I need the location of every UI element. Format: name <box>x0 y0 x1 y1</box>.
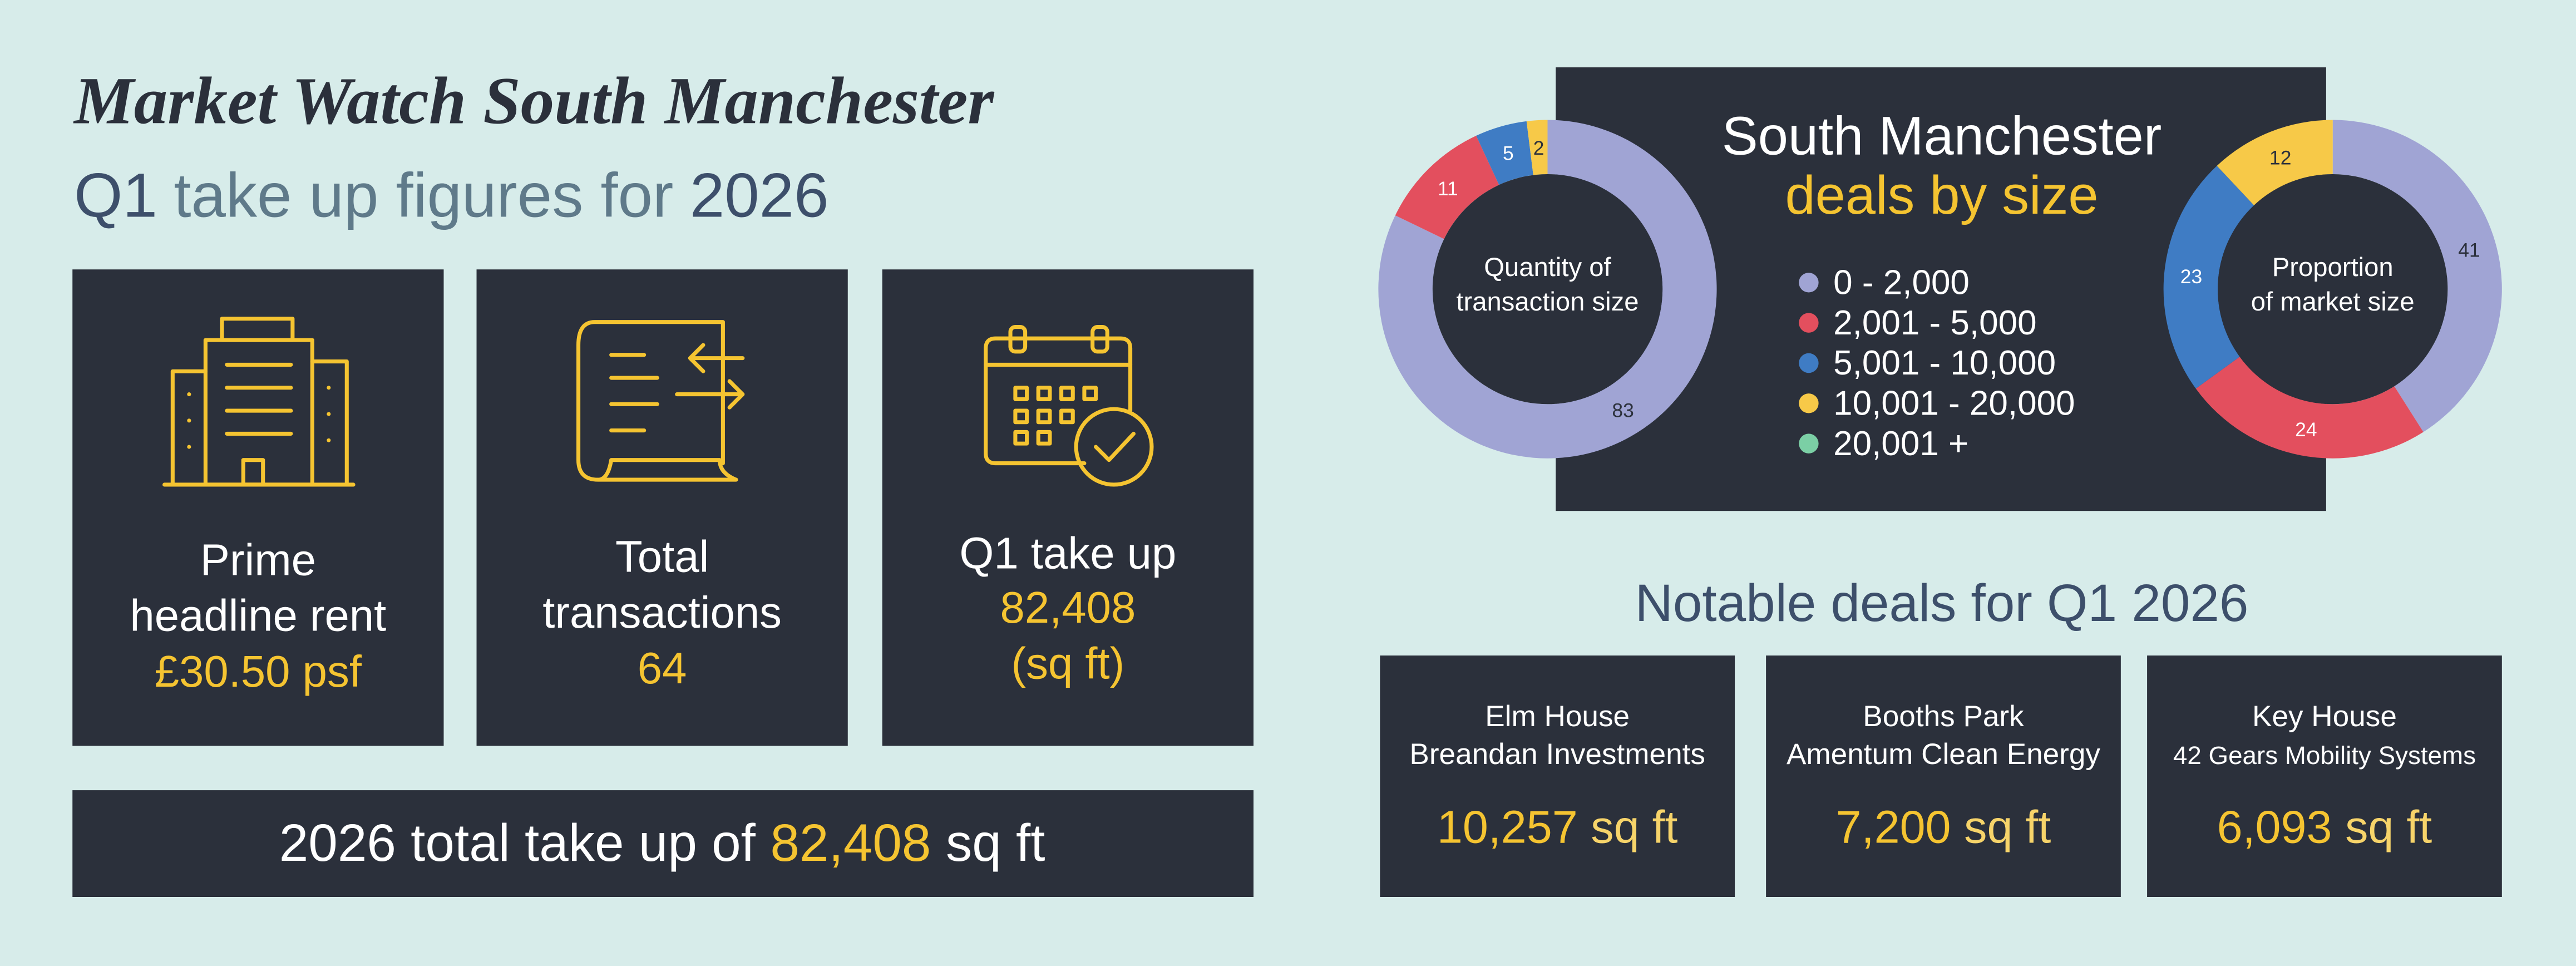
legend-label: 0 - 2,000 <box>1833 263 1970 302</box>
data-label: 2 <box>1533 137 1544 159</box>
page-subtitle: Q1 take up figures for 2026 <box>74 160 828 230</box>
donut-segment <box>2163 165 2254 389</box>
donut-segment <box>1476 121 1533 185</box>
stat-label: headline rent <box>130 591 386 640</box>
donut-hole <box>1432 174 1663 405</box>
legend-swatch <box>1799 393 1819 413</box>
chart-title: South Manchester <box>1722 106 2162 166</box>
deal-company: 42 Gears Mobility Systems <box>2173 741 2476 770</box>
data-label: 83 <box>1612 399 1634 421</box>
total-bar <box>72 790 1254 897</box>
stat-value: 64 <box>638 643 687 693</box>
donut-segment <box>1378 120 1717 459</box>
donuts: 83 11 5 2 Quantity of transaction size 41 24 23 1… <box>1378 120 2502 459</box>
donut-label: of market size <box>2251 287 2415 317</box>
donut-segment <box>1395 135 1499 239</box>
data-label: 12 <box>2269 146 2291 169</box>
total-part: 2026 total take up of <box>279 814 756 873</box>
deal-name: Booths Park <box>1863 700 2024 733</box>
building-icon <box>162 317 356 487</box>
subtitle-part: Q1 <box>74 160 157 230</box>
stat-label: transactions <box>542 588 782 637</box>
deal-area-unit: sq ft <box>2345 801 2432 853</box>
stat-card <box>476 269 848 746</box>
donut-segment <box>2195 357 2424 459</box>
data-label: 5 <box>1503 142 1514 164</box>
legend-swatch <box>1799 313 1819 333</box>
stat-value: (sq ft) <box>1011 638 1125 688</box>
deal-name: Elm House <box>1485 700 1630 733</box>
deal-area-unit: sq ft <box>1964 801 2051 853</box>
donut-segment <box>2332 120 2502 432</box>
stat-value: £30.50 psf <box>155 647 362 696</box>
stat-card <box>882 269 1254 746</box>
deal-area-value: 6,093 <box>2217 801 2332 853</box>
donut-segment <box>1526 120 1548 175</box>
deal-company: Breandan Investments <box>1409 738 1705 771</box>
legend-swatch <box>1799 353 1819 373</box>
deal-card <box>1380 655 1735 897</box>
deal-area-value: 7,200 <box>1836 801 1951 853</box>
deal-area: 10,257 sq ft <box>1437 801 1678 853</box>
data-label: 23 <box>2180 265 2202 288</box>
document-icon <box>576 320 745 482</box>
legend-label: 5,001 - 10,000 <box>1833 344 2056 382</box>
stat-label: Total <box>615 531 709 581</box>
stat-card <box>72 269 444 746</box>
deal-area-value: 10,257 <box>1437 801 1578 853</box>
deal-name: Key House <box>2252 700 2397 733</box>
data-label: 41 <box>2458 239 2480 262</box>
subtitle-part: take up figures for <box>174 160 673 230</box>
stat-label: Q1 take up <box>959 529 1176 578</box>
donut-label: transaction size <box>1456 287 1639 317</box>
deal-area: 7,200 sq ft <box>1836 801 2051 853</box>
deal-area: 6,093 sq ft <box>2217 801 2432 853</box>
total-text: 2026 total take up of 82,408 sq ft <box>279 814 1045 873</box>
stat-value: 82,408 <box>1000 583 1136 632</box>
legend-swatch <box>1799 273 1819 293</box>
subtitle-part: 2026 <box>690 160 829 230</box>
stat-label: Prime <box>200 535 316 584</box>
legend-label: 10,001 - 20,000 <box>1833 384 2075 422</box>
deal-area-unit: sq ft <box>1591 801 1677 853</box>
deal-card <box>1766 655 2121 897</box>
notable-title: Notable deals for Q1 2026 <box>1635 574 2249 633</box>
data-label: 24 <box>2295 418 2317 441</box>
deal-company: Amentum Clean Energy <box>1787 738 2100 771</box>
page-title: Market Watch South Manchester <box>73 63 994 138</box>
donut-label: Proportion <box>2272 253 2394 282</box>
chart-subtitle: deals by size <box>1785 165 2099 225</box>
donut-label: Quantity of <box>1484 253 1611 282</box>
legend-swatch <box>1799 433 1819 454</box>
deal-card <box>2147 655 2502 897</box>
donut-segment <box>2217 120 2333 205</box>
legend-label: 2,001 - 5,000 <box>1833 304 2036 342</box>
donut-hole <box>2218 174 2448 405</box>
total-part: 82,408 <box>770 814 931 873</box>
calendar-icon <box>984 324 1154 487</box>
legend-label: 20,001 + <box>1833 425 1968 463</box>
data-label: 11 <box>1438 178 1458 200</box>
total-part: sq ft <box>946 814 1045 873</box>
